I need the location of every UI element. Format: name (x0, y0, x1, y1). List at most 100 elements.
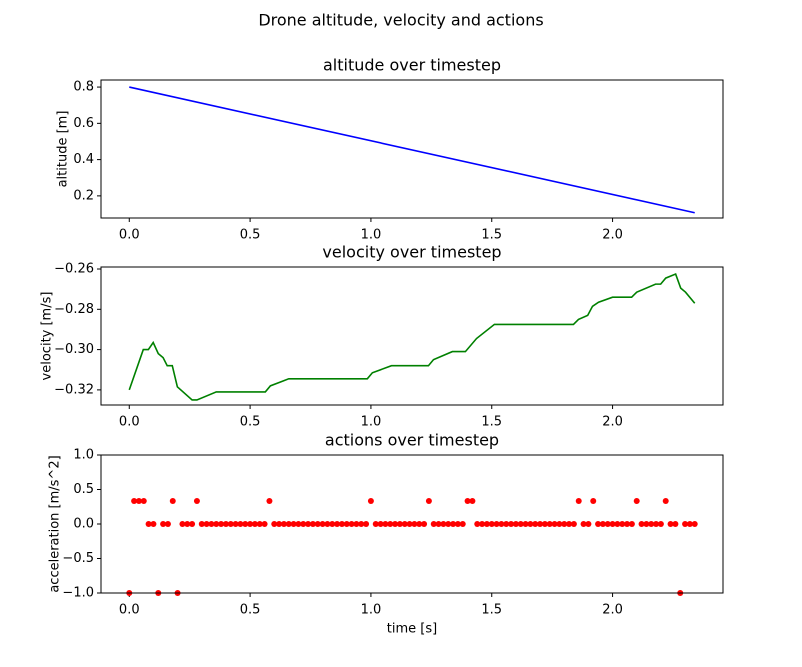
data-point (686, 521, 693, 527)
data-point (193, 498, 200, 505)
data-point (198, 521, 205, 527)
y-axis-label: altitude [m] (56, 111, 71, 188)
data-point (624, 521, 631, 527)
x-tick-label: 0.0 (119, 415, 140, 430)
axes-title: actions over timestep (325, 431, 499, 450)
y-axis-label: velocity [m/s] (40, 292, 55, 381)
data-point (614, 521, 621, 527)
data-point (305, 521, 312, 527)
data-point (633, 498, 640, 505)
data-point (464, 498, 471, 505)
data-point (256, 521, 263, 527)
data-point (682, 521, 689, 527)
data-point (189, 521, 196, 527)
y-tick-label: −0.26 (54, 262, 94, 277)
axes-frame (100, 266, 724, 406)
x-tick-label: 1.5 (481, 603, 502, 618)
x-tick-label: 0.5 (240, 228, 261, 243)
y-tick-label: −0.30 (54, 342, 94, 357)
data-point (421, 521, 428, 527)
data-point (329, 521, 336, 527)
data-point (145, 521, 152, 527)
axes-title: velocity over timestep (322, 243, 501, 262)
data-point (140, 498, 147, 505)
data-point (251, 521, 258, 527)
x-tick-label: 2.0 (602, 415, 623, 430)
data-point (367, 498, 374, 505)
data-point (479, 521, 486, 527)
data-point (609, 521, 616, 527)
data-point (222, 521, 229, 527)
data-point (247, 521, 254, 527)
data-point (628, 521, 635, 527)
data-point (353, 521, 360, 527)
data-point (595, 521, 602, 527)
y-tick-label: 0.5 (73, 482, 94, 497)
data-point (319, 521, 326, 527)
data-point (546, 521, 553, 527)
axes-frame (100, 79, 724, 219)
data-point (541, 521, 548, 527)
figure-title: Drone altitude, velocity and actions (258, 11, 543, 30)
data-point (474, 521, 481, 527)
data-point (363, 521, 370, 527)
data-point (537, 521, 544, 527)
y-tick-label: 0.8 (73, 80, 94, 95)
data-point (179, 521, 186, 527)
data-point (657, 521, 664, 527)
data-point (227, 521, 234, 527)
axes-frame (100, 454, 724, 594)
data-point (392, 521, 399, 527)
data-point (498, 521, 505, 527)
x-tick-label: 1.5 (481, 415, 502, 430)
data-point (213, 521, 220, 527)
data-point (459, 521, 466, 527)
data-point (271, 521, 278, 527)
data-point (160, 521, 167, 527)
data-point (280, 521, 287, 527)
data-point (532, 521, 539, 527)
data-point (372, 521, 379, 527)
axes-title: altitude over timestep (323, 56, 501, 75)
data-point (667, 521, 674, 527)
x-tick-label: 1.0 (361, 415, 382, 430)
x-tick-label: 1.5 (481, 228, 502, 243)
y-tick-label: −0.32 (54, 382, 94, 397)
data-point (164, 521, 171, 527)
data-point (300, 521, 307, 527)
data-point (512, 521, 519, 527)
data-point (203, 521, 210, 527)
x-tick-label: 1.0 (361, 228, 382, 243)
data-line (128, 272, 696, 401)
data-point (276, 521, 283, 527)
data-point (580, 521, 587, 527)
y-tick-label: 0.6 (73, 116, 94, 131)
data-point (348, 521, 355, 527)
y-tick-label: 0.2 (73, 188, 94, 203)
data-point (406, 521, 413, 527)
data-point (454, 521, 461, 527)
data-point (643, 521, 650, 527)
data-point (430, 521, 437, 527)
data-point (450, 521, 457, 527)
data-point (401, 521, 408, 527)
x-tick-label: 0.0 (119, 603, 140, 618)
data-point (334, 521, 341, 527)
y-tick-label: 0.0 (73, 517, 94, 532)
y-tick-label: −0.5 (62, 551, 94, 566)
data-point (469, 498, 476, 505)
data-point (590, 498, 597, 505)
data-point (411, 521, 418, 527)
data-point (242, 521, 249, 527)
data-point (184, 521, 191, 527)
x-tick-label: 2.0 (602, 603, 623, 618)
data-point (522, 521, 529, 527)
data-point (551, 521, 558, 527)
data-point (493, 521, 500, 527)
data-point (638, 521, 645, 527)
data-point (527, 521, 534, 527)
data-point (691, 521, 698, 527)
data-point (440, 521, 447, 527)
data-point (561, 521, 568, 527)
y-tick-label: −0.28 (54, 302, 94, 317)
